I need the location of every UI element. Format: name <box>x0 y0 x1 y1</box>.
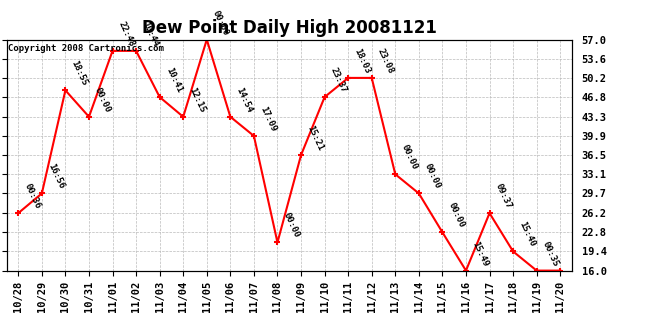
Text: 10:44: 10:44 <box>140 20 160 48</box>
Title: Dew Point Daily High 20081121: Dew Point Daily High 20081121 <box>142 19 437 37</box>
Text: 15:49: 15:49 <box>470 240 489 268</box>
Text: 00:35: 00:35 <box>541 240 560 268</box>
Text: 23:08: 23:08 <box>376 47 395 75</box>
Text: 10:41: 10:41 <box>164 66 183 94</box>
Text: 12:15: 12:15 <box>187 86 207 114</box>
Text: 00:00: 00:00 <box>400 143 419 172</box>
Text: 18:55: 18:55 <box>70 59 89 87</box>
Text: 22:48: 22:48 <box>117 20 136 48</box>
Text: 17:09: 17:09 <box>258 105 278 133</box>
Text: 15:21: 15:21 <box>306 124 325 152</box>
Text: Copyright 2008 Cartronics.com: Copyright 2008 Cartronics.com <box>8 44 164 53</box>
Text: 00:00: 00:00 <box>423 162 443 191</box>
Text: 00:00: 00:00 <box>447 201 466 229</box>
Text: 00:36: 00:36 <box>23 182 42 210</box>
Text: 00:00: 00:00 <box>281 212 301 240</box>
Text: 16:56: 16:56 <box>46 162 66 191</box>
Text: 15:40: 15:40 <box>517 220 537 249</box>
Text: 00:00: 00:00 <box>211 9 231 37</box>
Text: 00:00: 00:00 <box>93 86 112 114</box>
Text: 23:37: 23:37 <box>329 66 348 94</box>
Text: 09:37: 09:37 <box>494 182 514 210</box>
Text: 18:03: 18:03 <box>352 47 372 75</box>
Text: 14:54: 14:54 <box>235 86 254 114</box>
